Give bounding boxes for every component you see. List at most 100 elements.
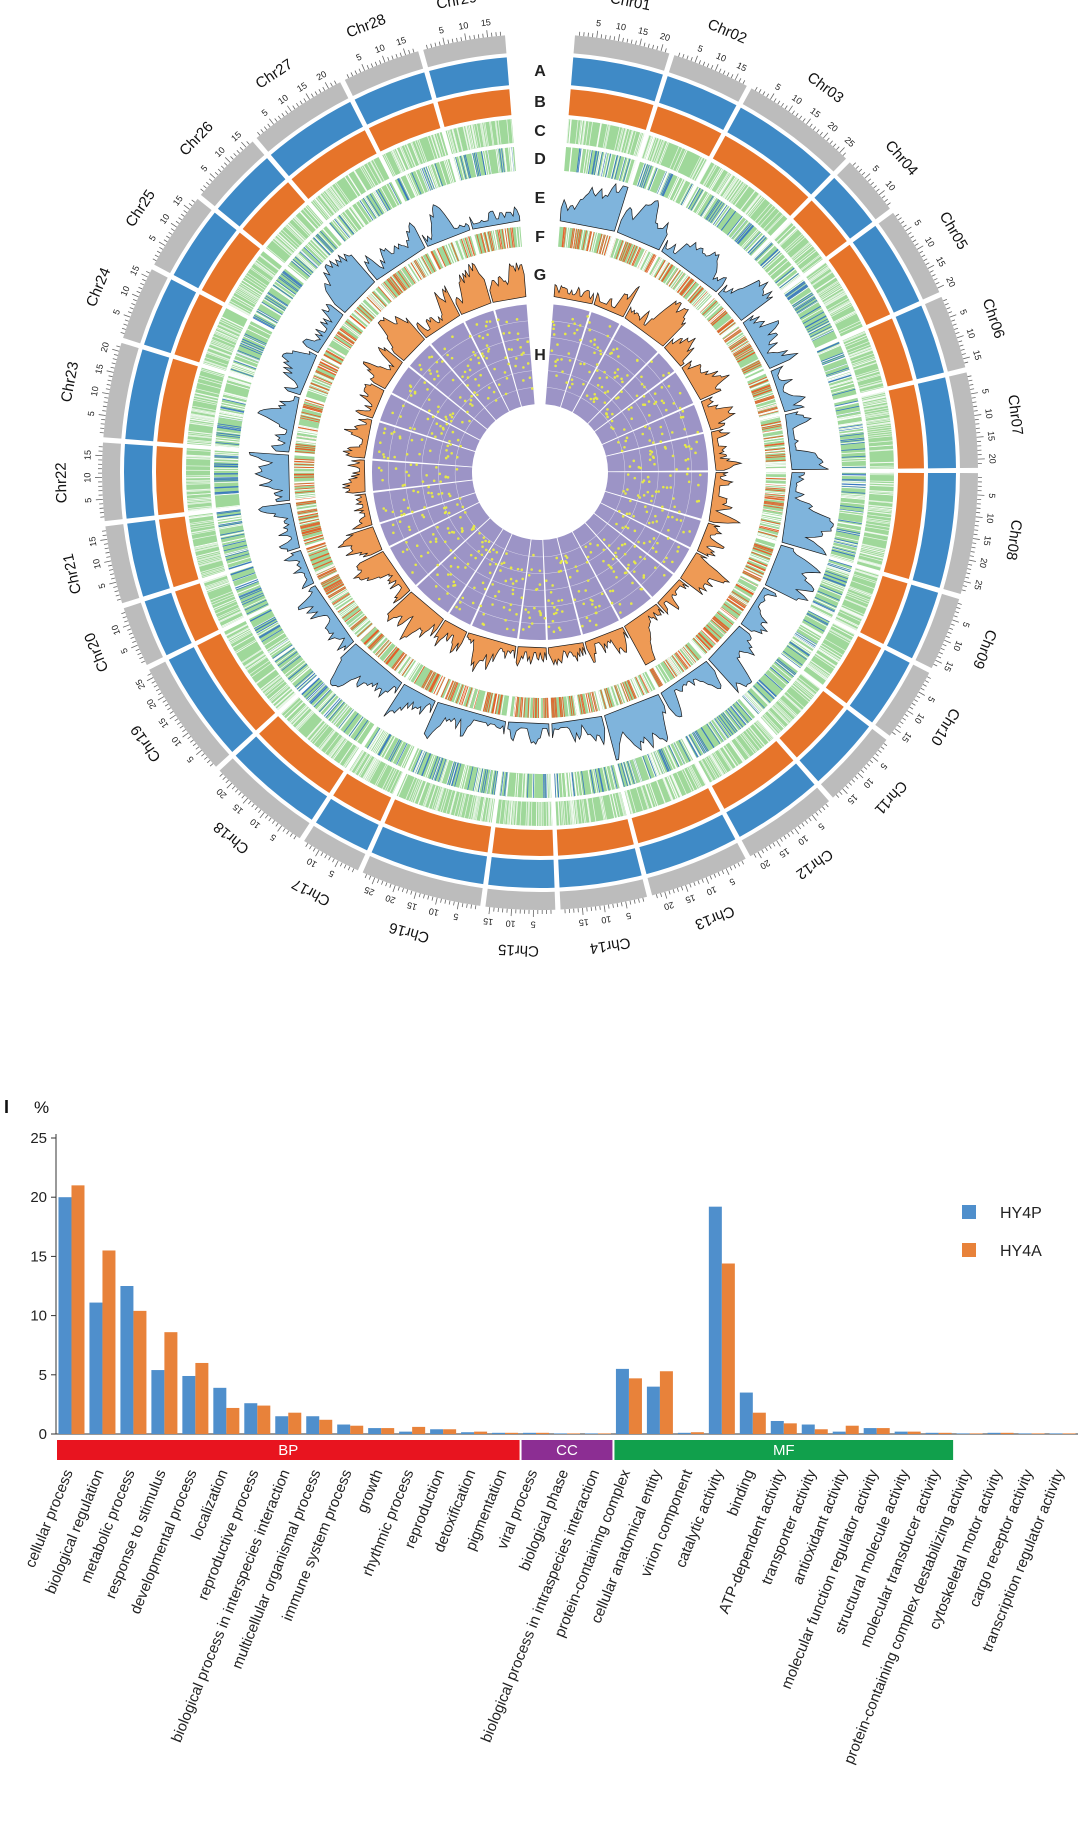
- tick-label: 5: [728, 876, 737, 887]
- track-c-stripe: [860, 386, 884, 393]
- tick-mark: [738, 78, 742, 83]
- track-f-stripe: [447, 681, 456, 701]
- track-d-stripe: [688, 734, 702, 756]
- track-f-stripe: [357, 306, 373, 321]
- track-c-stripe: [187, 434, 212, 438]
- track-d-stripe: [658, 172, 669, 195]
- track-d-stripe: [661, 173, 672, 196]
- track-d-stripe: [232, 363, 256, 373]
- tick-mark: [403, 48, 406, 56]
- track-d-stripe: [283, 270, 303, 286]
- track-f-stripe: [702, 628, 718, 644]
- track-d-stripe: [745, 692, 763, 711]
- track-d-stripe: [405, 174, 416, 197]
- track-b-segment: [888, 384, 924, 469]
- track-f-stripe: [761, 517, 782, 523]
- track-d-stripe: [270, 641, 291, 656]
- track-d-stripe: [796, 299, 818, 314]
- track-a-segment: [727, 107, 831, 195]
- tick-mark: [141, 660, 146, 664]
- track-f-stripe: [658, 262, 671, 281]
- y-axis-unit: %: [34, 1098, 49, 1117]
- snp-point: [446, 476, 450, 479]
- tick-mark: [330, 82, 333, 87]
- track-d-stripe: [594, 151, 600, 176]
- snp-point: [466, 364, 470, 368]
- tick-mark: [933, 663, 938, 667]
- tick-mark: [121, 612, 126, 615]
- track-c-stripe: [766, 214, 784, 233]
- tick-mark: [206, 759, 211, 764]
- track-c-stripe: [868, 506, 893, 510]
- track-c-stripe: [867, 511, 892, 515]
- track-f-stripe: [354, 309, 371, 324]
- track-h-gridline: [404, 462, 407, 488]
- track-d-stripe: [311, 239, 329, 257]
- track-c-stripe: [241, 649, 262, 663]
- track-c-stripe: [462, 126, 469, 150]
- snp-point: [444, 456, 448, 460]
- tick-mark: [858, 168, 863, 173]
- chromosome-label: Chr26: [176, 118, 217, 159]
- track-c-stripe: [577, 120, 582, 145]
- track-c-stripe: [449, 790, 457, 815]
- tick-mark: [169, 711, 174, 714]
- track-c-stripe: [849, 585, 873, 595]
- track-c-stripe: [368, 760, 382, 783]
- track-c-stripe: [866, 417, 890, 422]
- track-d-stripe: [377, 733, 391, 756]
- track-d-stripe: [627, 760, 635, 785]
- tick-mark: [799, 115, 803, 120]
- track-d-stripe: [743, 694, 761, 713]
- track-c-stripe: [226, 624, 248, 637]
- track-f-stripe: [470, 235, 478, 256]
- track-c-stripe: [774, 222, 792, 240]
- snp-point: [411, 571, 414, 574]
- bar-hy4a: [133, 1310, 147, 1434]
- tick-mark: [132, 640, 137, 644]
- snp-point: [630, 417, 633, 420]
- track-f-stripe: [692, 290, 707, 306]
- track-f-stripe: [759, 526, 779, 532]
- track-d-stripe: [244, 333, 267, 345]
- track-f-stripe: [765, 462, 786, 464]
- track-f-stripe: [765, 487, 786, 490]
- track-a-segment: [371, 826, 488, 885]
- tick-mark: [818, 809, 822, 813]
- bar-hy4p: [430, 1429, 444, 1434]
- tick-label: 10: [790, 92, 804, 106]
- bar-hy4a: [536, 1432, 550, 1434]
- track-f-stripe: [749, 554, 769, 564]
- track-d-stripe: [339, 709, 355, 730]
- track-f-stripe: [300, 521, 320, 528]
- track-c-stripe: [791, 684, 811, 701]
- track-f-stripe: [733, 587, 752, 599]
- snp-point: [507, 362, 510, 366]
- tick-mark: [351, 868, 355, 873]
- track-c-stripe: [335, 182, 351, 203]
- tick-mark: [664, 891, 668, 899]
- track-h-gridline: [620, 518, 631, 534]
- track-d-stripe: [253, 616, 276, 629]
- track-d-stripe: [770, 666, 790, 683]
- track-d-stripe: [343, 211, 359, 231]
- track-f-stripe: [431, 250, 442, 270]
- tick-mark: [324, 82, 329, 89]
- snp-point: [622, 489, 625, 493]
- track-f-stripe: [317, 366, 336, 376]
- y-tick-label: 10: [30, 1308, 47, 1325]
- track-h-gridline: [527, 572, 544, 574]
- tick-mark: [226, 782, 233, 789]
- snp-point: [481, 545, 484, 548]
- track-d-stripe: [255, 618, 277, 632]
- track-d-stripe: [813, 598, 837, 610]
- snp-point: [421, 480, 425, 483]
- track-f-stripe: [750, 553, 770, 562]
- track-h-gridline: [647, 364, 662, 381]
- track-c-stripe: [424, 783, 434, 807]
- bar-hy4p: [801, 1424, 815, 1434]
- track-f-stripe: [294, 480, 315, 483]
- track-f-stripe: [395, 655, 409, 672]
- track-d-stripe: [228, 561, 252, 570]
- track-f-stripe: [675, 652, 689, 669]
